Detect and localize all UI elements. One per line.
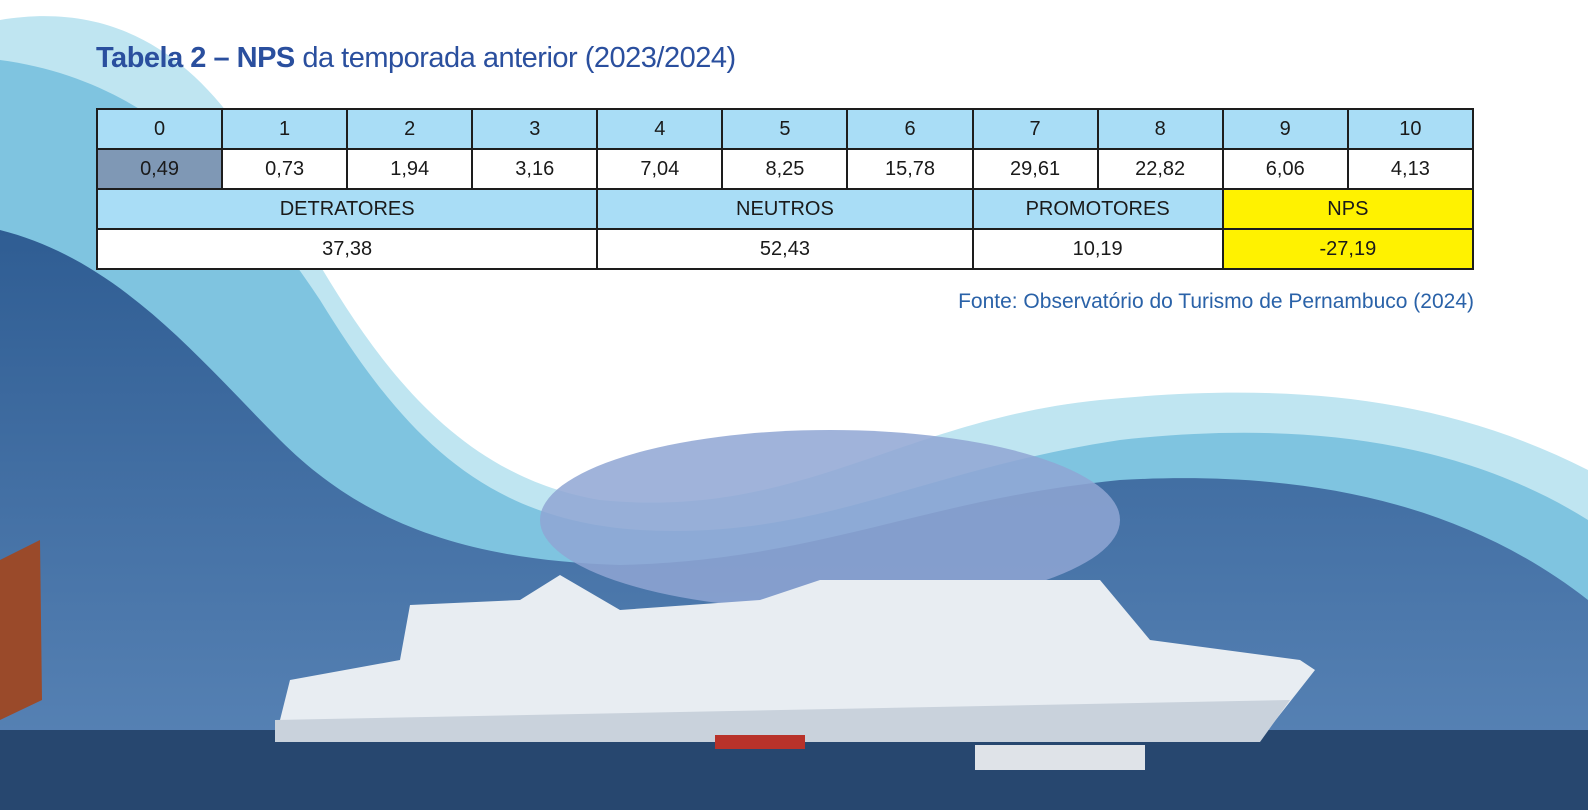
percentage-cell: 7,04 [597, 149, 722, 189]
percentage-cell: 15,78 [847, 149, 972, 189]
percentage-cell: 0,49 [97, 149, 222, 189]
percentage-cell: 0,73 [222, 149, 347, 189]
score-cell: 1 [222, 109, 347, 149]
score-cell: 4 [597, 109, 722, 149]
title-rest: da temporada anterior (2023/2024) [295, 42, 736, 74]
percentage-cell: 29,61 [973, 149, 1098, 189]
score-cell: 2 [347, 109, 472, 149]
title: Tabela 2 – NPS da temporada anterior (20… [96, 42, 736, 75]
score-cell: 5 [722, 109, 847, 149]
group-label: NPS [1223, 189, 1473, 229]
score-cell: 9 [1223, 109, 1348, 149]
percentage-cell: 4,13 [1348, 149, 1473, 189]
score-cell: 0 [97, 109, 222, 149]
percentage-cell: 22,82 [1098, 149, 1223, 189]
group-value: 52,43 [597, 229, 972, 269]
score-cell: 7 [973, 109, 1098, 149]
percentage-cell: 8,25 [722, 149, 847, 189]
score-cell: 6 [847, 109, 972, 149]
score-cell: 8 [1098, 109, 1223, 149]
percentage-cell: 3,16 [472, 149, 597, 189]
group-value: 10,19 [973, 229, 1223, 269]
percentage-cell: 6,06 [1223, 149, 1348, 189]
group-value: -27,19 [1223, 229, 1473, 269]
source: Fonte: Observatório do Turismo de Pernam… [958, 290, 1474, 314]
group-label: DETRATORES [97, 189, 597, 229]
group-label: PROMOTORES [973, 189, 1223, 229]
score-cell: 10 [1348, 109, 1473, 149]
page: Tabela 2 – NPS da temporada anterior (20… [0, 0, 1588, 810]
group-value: 37,38 [97, 229, 597, 269]
group-label: NEUTROS [597, 189, 972, 229]
title-bold: Tabela 2 – NPS [96, 42, 295, 74]
percentage-cell: 1,94 [347, 149, 472, 189]
score-cell: 3 [472, 109, 597, 149]
